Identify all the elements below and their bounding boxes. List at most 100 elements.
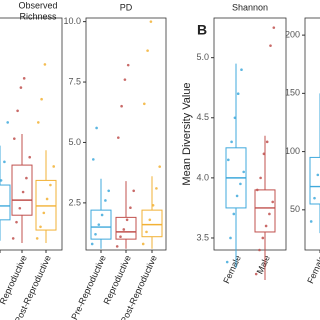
data-point	[149, 20, 153, 23]
data-point	[146, 49, 149, 52]
data-point	[268, 212, 271, 216]
data-point	[95, 126, 98, 130]
data-point	[97, 223, 101, 226]
box	[141, 209, 163, 238]
y-tick-label: 200	[285, 29, 300, 39]
data-point	[39, 225, 42, 229]
data-point	[240, 68, 243, 71]
data-point	[255, 188, 259, 192]
box	[254, 189, 276, 233]
data-point	[92, 158, 95, 161]
data-point	[35, 237, 39, 240]
data-point	[262, 152, 266, 156]
data-point	[265, 140, 269, 144]
data-point	[104, 199, 107, 202]
box	[115, 216, 137, 240]
data-point	[254, 272, 258, 276]
data-point	[107, 189, 110, 193]
data-point	[230, 140, 233, 144]
data-point	[151, 203, 155, 207]
data-point	[225, 260, 229, 264]
y-tick-label: 4.0	[196, 172, 209, 182]
data-point	[126, 63, 130, 67]
data-point	[40, 97, 43, 101]
box	[0, 184, 11, 221]
data-point	[129, 206, 132, 210]
data-point	[145, 230, 148, 234]
panel-title: Richness	[19, 11, 57, 21]
data-point	[258, 248, 261, 252]
data-point	[272, 26, 276, 29]
panel-title: Observed	[18, 0, 57, 10]
panel-frame	[0, 17, 63, 251]
data-point	[269, 44, 272, 47]
data-point	[45, 197, 49, 201]
box	[11, 164, 33, 216]
data-point	[19, 86, 23, 89]
y-tick-label: 5.0	[68, 137, 81, 147]
data-point	[132, 189, 135, 193]
data-point	[239, 182, 242, 186]
panel-label: B	[197, 22, 207, 38]
data-point	[0, 179, 3, 182]
y-tick-label: 100	[285, 146, 300, 156]
data-point	[115, 245, 119, 248]
data-point	[148, 218, 152, 222]
y-tick-label: 7.5	[68, 76, 81, 86]
y-tick-label: 3.5	[196, 232, 209, 242]
data-point	[15, 220, 18, 224]
data-point	[13, 137, 16, 140]
data-point	[309, 220, 313, 223]
data-point	[117, 136, 120, 139]
x-tick-label: Pre-Reproductive	[69, 254, 108, 320]
y-tick-label: 50	[290, 204, 300, 214]
data-point	[94, 232, 97, 236]
y-tick-label: 4.5	[196, 112, 209, 122]
data-point	[6, 121, 9, 124]
data-point	[52, 165, 55, 168]
data-point	[49, 183, 52, 187]
data-point	[21, 190, 25, 194]
data-point	[123, 78, 127, 81]
x-tick-label: Female	[221, 254, 243, 285]
data-point	[120, 104, 123, 108]
data-point	[125, 218, 129, 222]
data-point	[242, 170, 245, 174]
data-point	[232, 212, 236, 216]
data-point	[122, 228, 126, 231]
x-tick-label: Female	[305, 254, 320, 285]
data-point	[43, 63, 47, 66]
y-tick-label: 5.0	[196, 52, 209, 62]
panel-title: Shannon	[232, 2, 268, 12]
data-point	[229, 236, 232, 240]
data-point	[16, 109, 19, 113]
y-tick-label: 2.5	[68, 197, 81, 207]
data-point	[42, 211, 46, 215]
panel-frame	[213, 17, 287, 251]
data-point	[22, 77, 26, 80]
data-point	[155, 187, 158, 190]
data-point	[3, 160, 6, 164]
data-point	[227, 158, 230, 162]
data-point	[143, 102, 146, 106]
data-point	[90, 242, 94, 246]
box	[309, 156, 320, 205]
data-point	[25, 176, 28, 180]
data-point	[259, 176, 262, 180]
data-point	[37, 121, 40, 124]
data-point	[235, 194, 239, 198]
data-point	[271, 200, 275, 204]
data-point	[11, 237, 15, 240]
data-point	[141, 242, 145, 246]
box	[90, 209, 112, 240]
data-point	[28, 155, 32, 159]
data-point	[18, 206, 22, 210]
data-point	[316, 173, 320, 177]
data-point	[158, 165, 161, 168]
panel-title: PD	[120, 2, 133, 12]
x-tick-label: Male	[255, 254, 272, 276]
data-point	[119, 235, 122, 239]
y-axis-label: Mean Diversity Value	[181, 82, 193, 185]
